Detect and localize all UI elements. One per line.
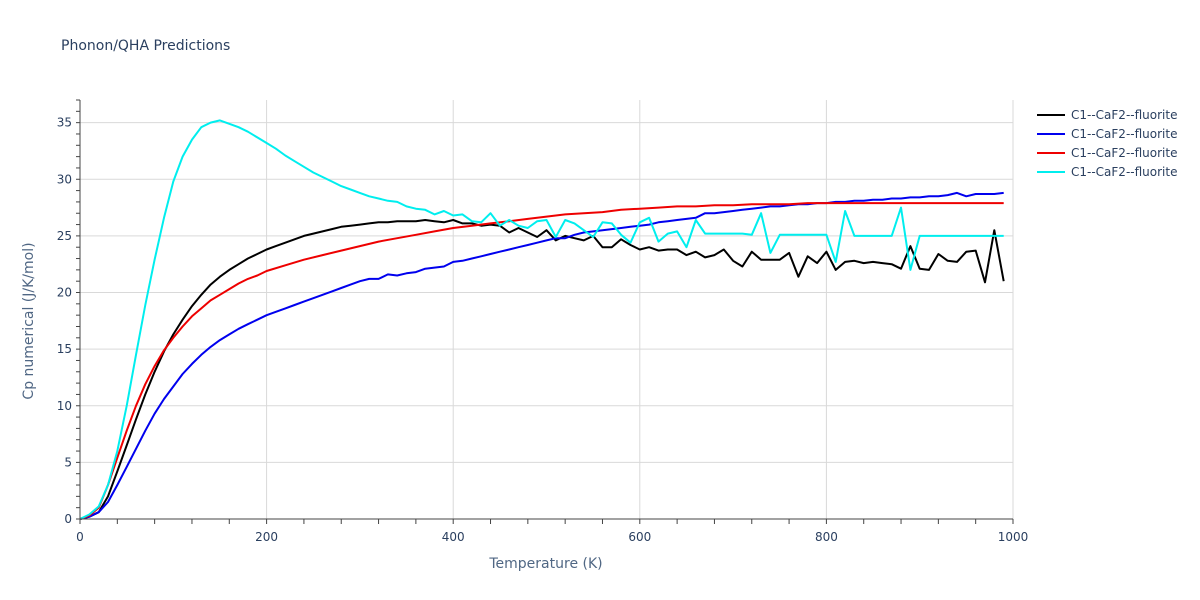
series-line-2 [79,191,1004,520]
series-layer [79,119,1005,520]
legend-item-4[interactable]: C1--CaF2--fluorite [1037,165,1177,179]
y-tick-label: 15 [57,342,72,356]
legend-item-3[interactable]: C1--CaF2--fluorite [1037,146,1177,160]
x-tick-label: 0 [76,530,84,544]
y-tick-label: 0 [64,512,72,526]
series-line-4 [79,119,1004,520]
legend-label: C1--CaF2--fluorite [1071,165,1177,179]
y-tick-label: 25 [57,229,72,243]
x-tick-label: 200 [255,530,278,544]
legend-label: C1--CaF2--fluorite [1071,108,1177,122]
grid [80,100,1014,519]
chart-title: Phonon/QHA Predictions [61,38,230,54]
legend-item-1[interactable]: C1--CaF2--fluorite [1037,108,1177,122]
legend-label: C1--CaF2--fluorite [1071,146,1177,160]
legend-label: C1--CaF2--fluorite [1071,127,1177,141]
y-tick-label: 10 [57,399,72,413]
y-tick-label: 35 [57,116,72,130]
axes: 0 200 400 600 800 1000 0 5 10 15 20 25 30 35 [57,99,1029,544]
y-tick-label: 30 [57,172,72,186]
x-axis-title: Temperature (K) [488,556,602,572]
y-tick-label: 5 [64,455,72,469]
x-tick-label: 1000 [998,530,1029,544]
series-line-1 [79,219,1005,520]
y-tick-label: 20 [57,286,72,300]
legend-item-2[interactable]: C1--CaF2--fluorite [1037,127,1177,141]
legend[interactable]: C1--CaF2--fluorite C1--CaF2--fluorite C1--… [1037,108,1177,179]
x-tick-label: 400 [442,530,465,544]
x-tick-label: 600 [628,530,651,544]
series-line-3 [79,202,1004,520]
y-axis-title: Cp numerical (J/K/mol) [21,242,37,399]
x-tick-label: 800 [815,530,838,544]
